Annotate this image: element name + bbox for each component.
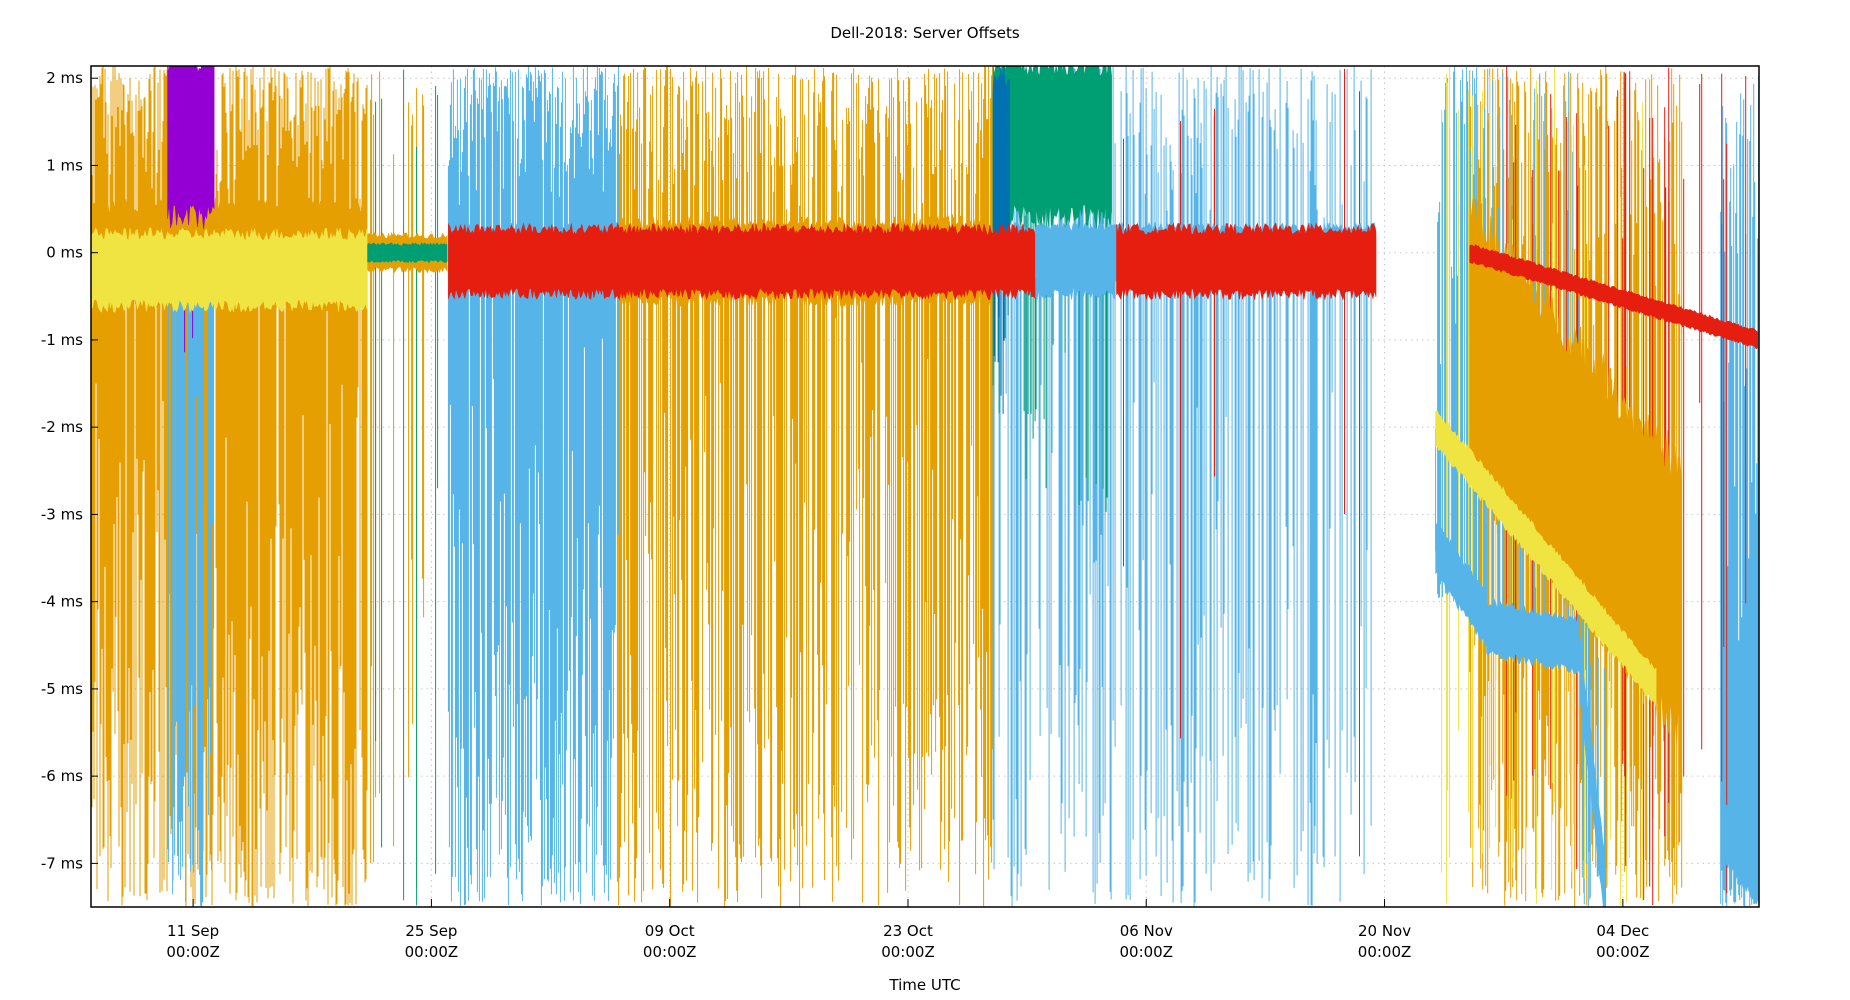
y-tick-label: -4 ms xyxy=(41,593,83,611)
series-spikes xyxy=(375,69,439,906)
series-band xyxy=(1469,244,1758,350)
series-band xyxy=(167,66,215,230)
series-spikes xyxy=(91,66,368,907)
y-tick-label: 2 ms xyxy=(46,69,83,87)
series-spikes xyxy=(168,66,215,907)
chart-title: Dell-2018: Server Offsets xyxy=(830,24,1020,42)
x-axis: 11 Sep 00:00Z 25 Sep 00:00Z 09 Oct 00:00Z 23 O… xyxy=(166,899,1650,961)
x-tick-label: 20 Nov xyxy=(1358,922,1411,940)
x-tick-sublabel: 00:00Z xyxy=(881,943,935,961)
series-band xyxy=(1486,598,1580,675)
x-tick-sublabel: 00:00Z xyxy=(1120,943,1174,961)
y-tick-label: -3 ms xyxy=(41,505,83,523)
series-band xyxy=(448,222,1036,301)
series-band xyxy=(1116,222,1377,301)
x-tick-sublabel: 00:00Z xyxy=(1596,943,1650,961)
series-band xyxy=(1035,222,1116,301)
y-tick-label: -6 ms xyxy=(41,767,83,785)
series-spikes xyxy=(1720,75,1759,907)
plot-frame xyxy=(90,65,1760,908)
x-axis-label: Time UTC xyxy=(888,976,960,994)
y-axis: 2 ms 1 ms 0 ms -1 ms -2 ms -3 ms -4 ms -5 ms -6 … xyxy=(41,69,98,872)
series-layer xyxy=(91,66,1759,907)
series-band xyxy=(1435,409,1657,707)
series-spikes xyxy=(447,66,619,906)
x-tick-label: 06 Nov xyxy=(1120,922,1173,940)
series-band xyxy=(992,66,1112,229)
series-band xyxy=(1720,795,1759,905)
series-spikes xyxy=(618,66,994,907)
x-tick-label: 25 Sep xyxy=(405,922,457,940)
x-tick-label: 23 Oct xyxy=(883,922,933,940)
series-spikes xyxy=(370,71,425,889)
y-tick-label: -2 ms xyxy=(41,418,83,436)
x-tick-label: 04 Dec xyxy=(1596,922,1649,940)
x-tick-label: 09 Oct xyxy=(645,922,695,940)
y-tick-label: -1 ms xyxy=(41,331,83,349)
x-tick-sublabel: 00:00Z xyxy=(643,943,697,961)
x-tick-sublabel: 00:00Z xyxy=(405,943,459,961)
series-band xyxy=(1580,638,1607,907)
x-tick-label: 11 Sep xyxy=(167,922,219,940)
y-tick-label: -5 ms xyxy=(41,680,83,698)
y-tick-label: -7 ms xyxy=(41,854,83,872)
series-band xyxy=(367,242,448,264)
x-tick-sublabel: 00:00Z xyxy=(1358,943,1412,961)
y-tick-label: 1 ms xyxy=(46,156,83,174)
y-tick-label: 0 ms xyxy=(46,244,83,262)
series-spikes xyxy=(992,66,1372,907)
x-tick-sublabel: 00:00Z xyxy=(166,943,220,961)
series-band xyxy=(91,227,368,313)
